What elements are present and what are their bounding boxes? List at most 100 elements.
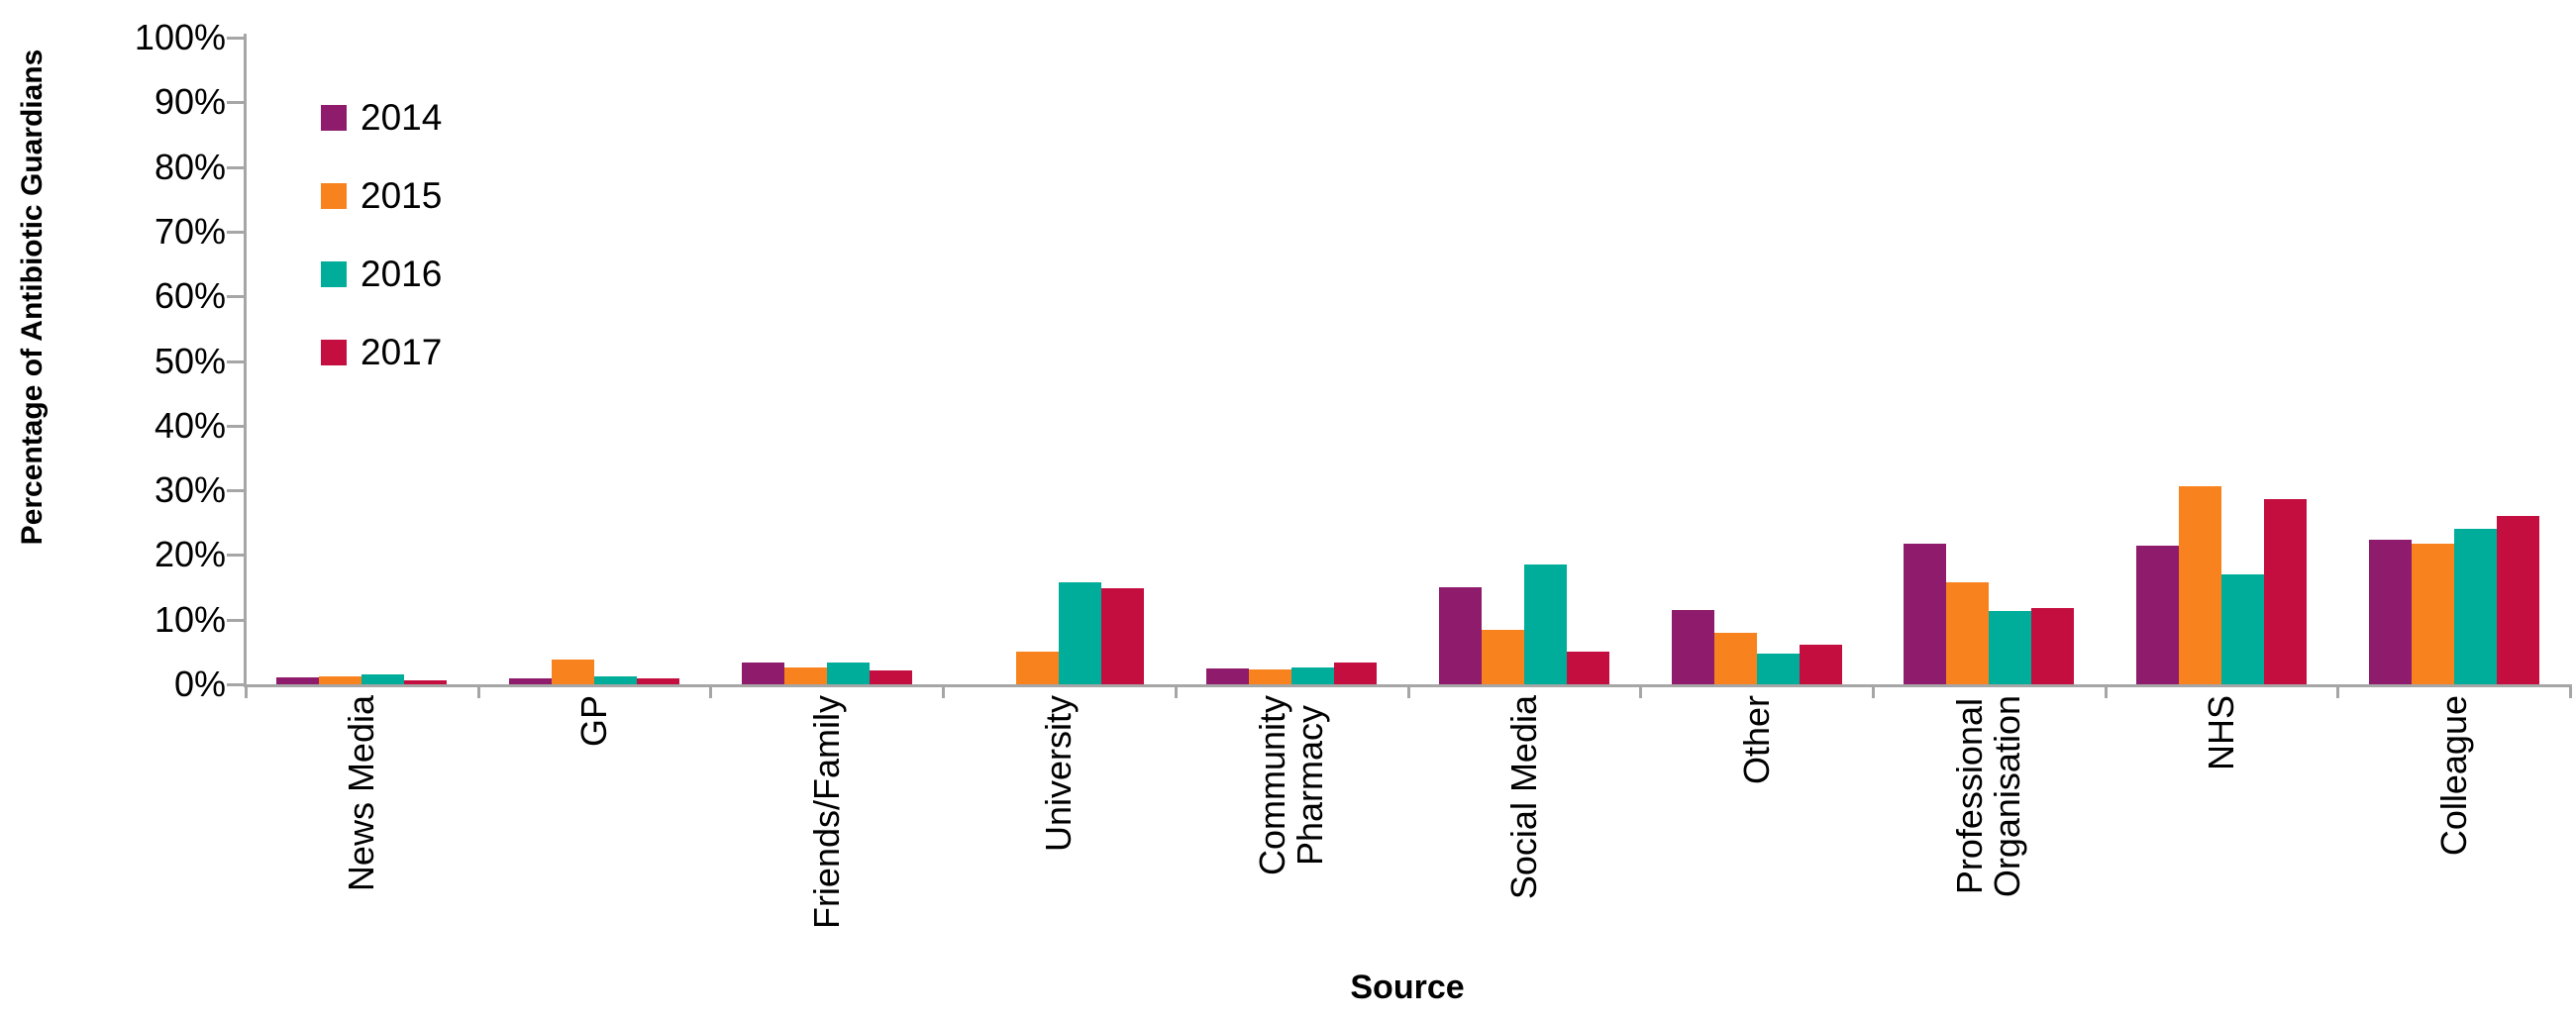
legend-swatch-icon [321, 182, 347, 209]
y-tick-mark [227, 489, 245, 493]
y-tick-mark [227, 37, 245, 40]
y-axis-title: Percentage of Antibiotic Guardians [16, 49, 49, 546]
bar-2014-community-pharmacy [1206, 668, 1250, 684]
bar-2015-friends-family [783, 667, 827, 684]
bar-2016-news-media [361, 673, 405, 684]
y-tick-mark [227, 554, 245, 558]
bar-2016-colleague [2453, 529, 2497, 684]
bar-2017-nhs [2263, 498, 2307, 684]
x-category-label-text: Friends/Family [805, 695, 847, 930]
legend-label: 2014 [361, 97, 443, 138]
x-category-label-other: Other [1735, 695, 1777, 785]
x-category-label-text: Community Pharmacy [1252, 695, 1331, 876]
x-category-label-university: University [1038, 695, 1080, 853]
x-category-label-text: University [1038, 695, 1080, 853]
bar-2015-news-media [319, 676, 362, 684]
bar-2016-gp [594, 675, 638, 684]
y-tick-mark [227, 101, 245, 105]
x-category-label-text: Colleague [2432, 695, 2474, 857]
legend-label: 2015 [361, 175, 443, 216]
bar-2015-community-pharmacy [1249, 668, 1292, 684]
x-tick-mark [476, 687, 480, 698]
bar-2016-friends-family [826, 662, 870, 684]
x-tick-mark [2336, 687, 2340, 698]
legend-label: 2016 [361, 254, 443, 294]
bar-2017-university [1101, 587, 1145, 684]
bar-2016-other [1756, 654, 1800, 684]
legend-item-2017: 2017 [321, 334, 442, 370]
bar-2017-other [1799, 645, 1842, 684]
y-tick-mark [227, 424, 245, 428]
bar-2016-nhs [2220, 573, 2264, 684]
bar-2014-other [1671, 609, 1714, 684]
bar-2015-professional-organisation [1946, 582, 1990, 684]
x-category-label-text: Social Media [1502, 695, 1544, 900]
x-axis-title: Source [1350, 969, 1465, 1006]
x-tick-mark [1871, 687, 1875, 698]
x-category-label-text: NHS [2201, 695, 2242, 771]
legend-label: 2017 [361, 332, 443, 372]
x-category-label-community-pharmacy: Community Pharmacy [1252, 695, 1331, 876]
y-tick-label: 70% [154, 210, 226, 252]
y-tick-mark [227, 359, 245, 363]
x-tick-mark [1406, 687, 1410, 698]
y-tick-mark [227, 618, 245, 622]
bar-2014-news-media [276, 677, 320, 684]
bar-2014-gp [509, 678, 553, 684]
bar-2017-professional-organisation [2031, 607, 2075, 684]
bar-2017-social-media [1566, 651, 1609, 684]
y-tick-label: 50% [154, 340, 226, 381]
x-tick-mark [245, 687, 248, 698]
bar-2014-friends-family [741, 663, 784, 684]
bar-2015-gp [552, 659, 595, 684]
x-category-label-text: GP [573, 695, 615, 748]
legend-swatch-icon [321, 260, 347, 287]
y-tick-mark [227, 295, 245, 299]
x-category-label-text: Other [1735, 695, 1777, 785]
legend-swatch-icon [321, 104, 347, 131]
bar-2017-colleague [2496, 516, 2539, 684]
x-category-label-text: Professional Organisation [1949, 695, 2028, 898]
x-category-label-social-media: Social Media [1502, 695, 1544, 900]
y-tick-label: 60% [154, 275, 226, 317]
x-category-label-friends-family: Friends/Family [805, 695, 847, 930]
bar-2016-social-media [1523, 563, 1567, 684]
x-category-label-nhs: NHS [2201, 695, 2242, 771]
bar-2014-social-media [1438, 587, 1482, 684]
legend-item-2016: 2016 [321, 256, 442, 292]
x-tick-mark [2569, 687, 2572, 698]
y-tick-mark [227, 165, 245, 169]
y-tick-mark [227, 683, 245, 686]
y-tick-label: 40% [154, 404, 226, 446]
bar-2015-university [1016, 651, 1060, 684]
x-tick-mark [2104, 687, 2108, 698]
bar-2014-professional-organisation [1904, 543, 1947, 684]
bar-2014-colleague [2368, 539, 2412, 684]
bar-2017-gp [637, 678, 680, 684]
x-category-label-professional-organisation: Professional Organisation [1949, 695, 2028, 898]
y-tick-label: 90% [154, 81, 226, 123]
legend: 2014 2015 2016 2017 [321, 99, 442, 370]
legend-item-2014: 2014 [321, 99, 442, 136]
x-tick-mark [942, 687, 946, 698]
legend-item-2015: 2015 [321, 177, 442, 214]
x-category-label-colleague: Colleague [2432, 695, 2474, 857]
y-tick-label: 100% [134, 17, 226, 57]
x-category-label-news-media: News Media [341, 695, 381, 891]
x-tick-mark [709, 687, 713, 698]
x-axis-line [244, 684, 2572, 687]
bar-2017-friends-family [869, 670, 912, 684]
bar-2016-university [1059, 581, 1102, 684]
y-tick-label: 10% [154, 598, 226, 640]
bar-2014-nhs [2135, 546, 2179, 684]
x-tick-mark [1639, 687, 1643, 698]
bar-2015-colleague [2411, 543, 2454, 684]
legend-swatch-icon [321, 339, 347, 365]
bar-2017-news-media [404, 680, 448, 684]
bar-2016-community-pharmacy [1291, 667, 1335, 684]
y-tick-label: 20% [154, 534, 226, 575]
bar-2015-social-media [1481, 630, 1524, 684]
y-tick-label: 0% [173, 664, 226, 704]
y-tick-label: 30% [154, 469, 226, 511]
